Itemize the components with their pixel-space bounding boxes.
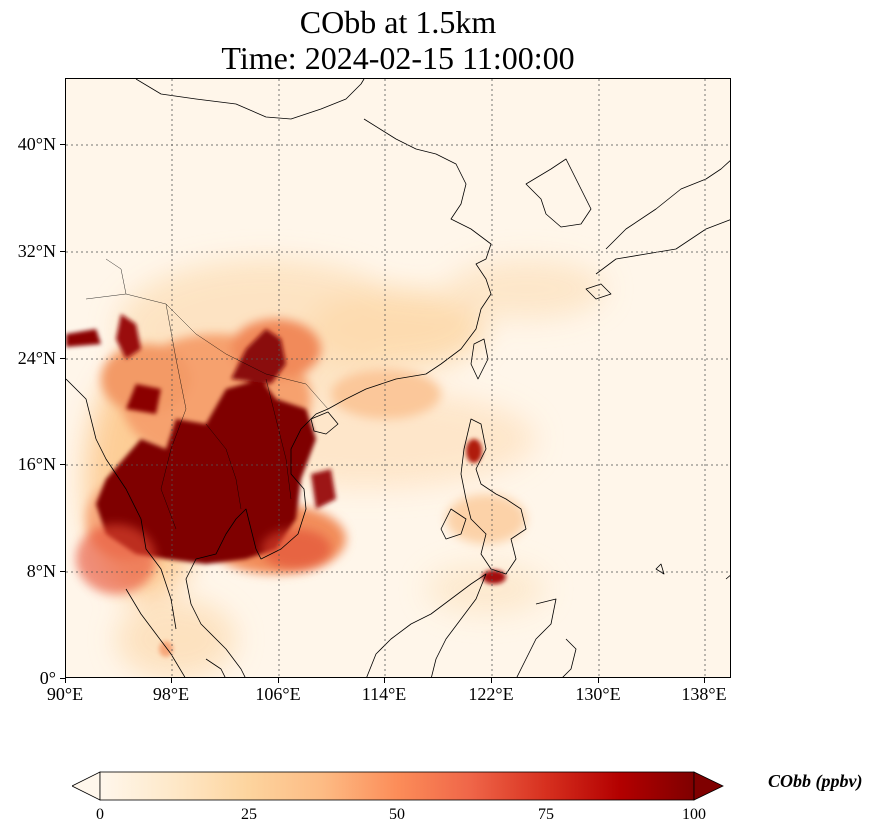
colorbar-body — [99, 771, 695, 801]
lat-label-16n: 16°N — [17, 454, 56, 474]
coastlines — [66, 79, 730, 677]
lat-label-40n: 40°N — [17, 134, 56, 154]
title-variable: CObb at 1.5km — [299, 4, 497, 40]
lat-tick — [60, 358, 65, 359]
lon-label-98e: 98°E — [152, 684, 190, 704]
lat-tick — [60, 251, 65, 252]
lon-tick — [278, 678, 279, 683]
lon-label-106e: 106°E — [255, 684, 301, 704]
plume-dark — [66, 314, 506, 657]
lon-label-138e: 138°E — [681, 684, 727, 704]
borders — [85, 258, 329, 530]
lon-label-114e: 114°E — [361, 684, 407, 704]
lon-tick — [171, 678, 172, 683]
colorbar-tick-100: 100 — [682, 806, 706, 823]
colorbar-tick-25: 25 — [241, 806, 257, 823]
colorbar-extend-max — [693, 771, 724, 801]
lon-tick — [704, 678, 705, 683]
colorbar-label: CObb (ppbv) — [768, 771, 863, 791]
colorbar-tick-50: 50 — [389, 806, 405, 823]
colorbar-extend-min — [72, 771, 101, 801]
lat-tick — [60, 464, 65, 465]
colorbar-tick-75: 75 — [538, 806, 554, 823]
lon-tick — [598, 678, 599, 683]
lon-tick — [491, 678, 492, 683]
title-time: Time: 2024-02-15 11:00:00 — [221, 40, 575, 76]
map-panel[interactable] — [65, 78, 731, 678]
lon-label-130e: 130°E — [575, 684, 621, 704]
map-title: CObb at 1.5km Time: 2024-02-15 11:00:00 — [65, 4, 731, 76]
lon-label-90e: 90°E — [46, 684, 84, 704]
lat-tick — [60, 144, 65, 145]
lon-label-122e: 122°E — [468, 684, 514, 704]
colorbar — [72, 771, 724, 801]
colorbar-tick-0: 0 — [96, 806, 104, 823]
lat-label-0: 0° — [39, 668, 56, 688]
lon-tick — [384, 678, 385, 683]
lat-label-24n: 24°N — [17, 348, 56, 368]
graticule — [66, 79, 730, 677]
lat-tick — [60, 571, 65, 572]
lat-tick — [60, 678, 65, 679]
lat-label-8n: 8°N — [26, 561, 56, 581]
map-canvas — [66, 79, 730, 677]
lon-tick — [65, 678, 66, 683]
lat-label-32n: 32°N — [17, 241, 56, 261]
